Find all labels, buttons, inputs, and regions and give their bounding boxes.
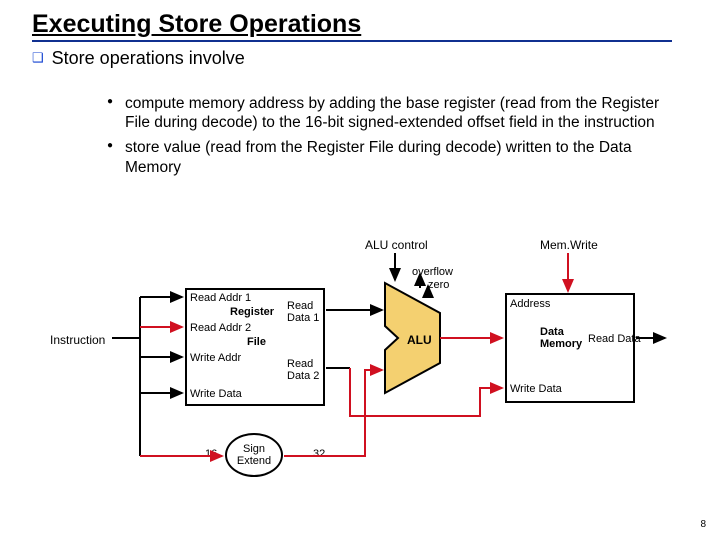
datapath-diagram: ALU control Mem.Write overflow zero Inst… [50,238,690,498]
subtitle: ❑ Store operations involve [32,48,245,69]
title-text: Executing Store Operations [32,10,361,38]
page-title: Executing Store Operations [32,10,672,42]
bullet-list: compute memory address by adding the bas… [85,94,675,183]
bullet-item: compute memory address by adding the bas… [125,94,675,134]
wiring [50,238,690,498]
subtitle-text: Store operations involve [52,48,245,68]
square-bullet-icon: ❑ [32,50,44,65]
page-number: 8 [700,519,706,530]
bullet-item: store value (read from the Register File… [125,138,675,178]
